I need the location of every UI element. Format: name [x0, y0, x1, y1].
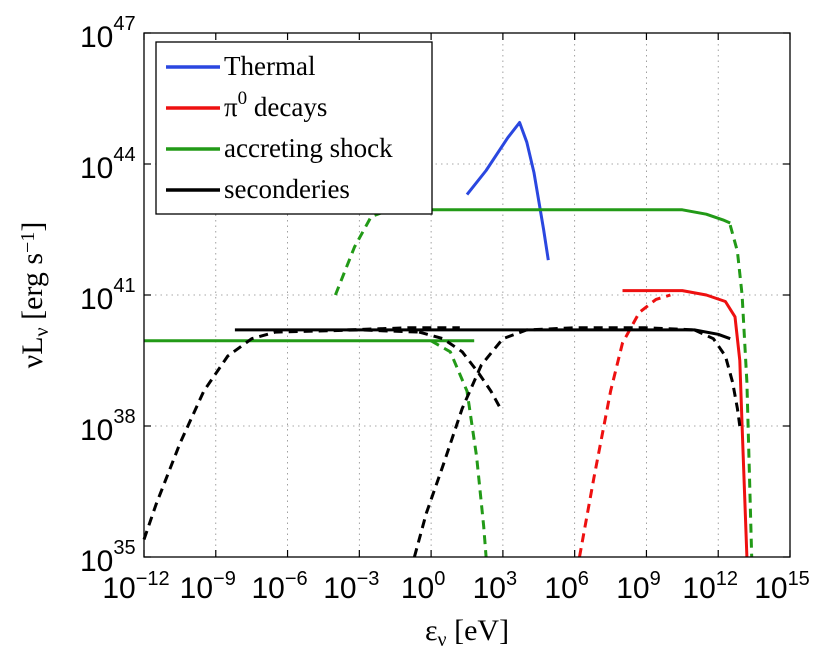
legend-label: accreting shock — [224, 133, 393, 163]
x-tick-label: 10−6 — [251, 568, 307, 605]
series-line — [693, 328, 742, 427]
legend-label: Thermal — [224, 51, 315, 81]
series-line — [142, 328, 420, 540]
legend-box — [155, 41, 433, 215]
series-line — [728, 224, 754, 558]
x-tick-label: 106 — [544, 568, 589, 605]
x-tick-label: 100 — [401, 568, 446, 605]
y-tick-label: 1035 — [80, 537, 136, 578]
series-line — [430, 339, 488, 558]
x-tick-label: 10−3 — [323, 568, 379, 605]
y-axis-label: νLν [erg s−1] — [16, 222, 53, 369]
x-axis-label: εν [eV] — [425, 614, 509, 651]
x-tick-label: 1012 — [682, 568, 738, 605]
x-tick-label: 10−12 — [102, 568, 169, 605]
tick-marks — [143, 32, 791, 558]
legend-label: π0 decays — [224, 88, 327, 122]
series-line — [412, 326, 695, 558]
y-tick-label: 1041 — [80, 275, 136, 316]
x-tick-labels: 10−12 10−9 10−6 10−3 100 103 106 109 1012 1015 — [102, 568, 809, 605]
legend: Thermal π0 decays accreting shock seconderi… — [155, 41, 433, 215]
series-line — [378, 208, 731, 225]
x-tick-label: 10−9 — [180, 568, 236, 605]
series-line — [465, 121, 550, 261]
legend-label: seconderies — [224, 174, 350, 204]
y-tick-label: 1038 — [80, 406, 136, 447]
series-layer — [142, 121, 754, 558]
series-line — [418, 330, 502, 410]
series-line — [347, 326, 460, 332]
y-tick-label: 1044 — [80, 144, 136, 185]
x-tick-label: 1015 — [754, 568, 810, 605]
series-line — [578, 293, 671, 558]
x-tick-label: 109 — [616, 568, 661, 605]
series-line — [334, 208, 391, 296]
series-line — [622, 289, 749, 558]
y-tick-labels: 1035 1038 1041 1044 1047 — [80, 13, 136, 578]
y-tick-label: 1047 — [80, 13, 136, 54]
x-tick-label: 103 — [473, 568, 518, 605]
